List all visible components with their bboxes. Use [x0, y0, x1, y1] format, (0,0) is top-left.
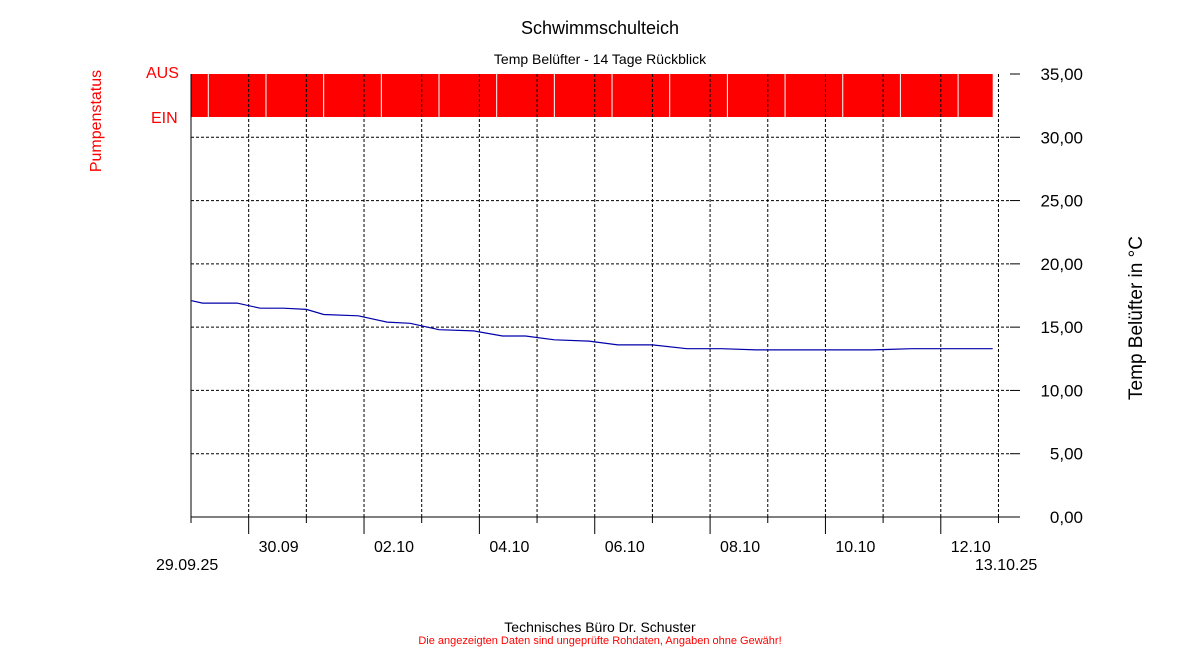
- series-lines: [190, 300, 993, 351]
- temperature-series-line: [190, 300, 993, 351]
- x-tick-label: 12.10: [951, 539, 991, 556]
- tick-marks: [190, 73, 1020, 534]
- x-tick-label: 04.10: [489, 539, 529, 556]
- y-tick-label: 20,00: [1040, 255, 1083, 274]
- y-tick-label: 15,00: [1040, 318, 1083, 337]
- x-tick-label: 06.10: [605, 539, 645, 556]
- chart-subtitle: Temp Belüfter - 14 Tage Rückblick: [493, 51, 707, 67]
- y-tick-label: 25,00: [1040, 192, 1083, 211]
- x-start-date-label: 29.09.25: [156, 557, 219, 574]
- chart-grid: [191, 74, 1010, 517]
- pump-status-on-label: EIN: [151, 110, 178, 127]
- y-tick-label: 5,00: [1050, 445, 1083, 464]
- x-tick-label: 02.10: [374, 539, 414, 556]
- pump-status-bar: [191, 74, 993, 117]
- y-tick-label: 35,00: [1040, 65, 1083, 84]
- footer-company: Technisches Büro Dr. Schuster: [504, 619, 696, 635]
- x-tick-label: 30.09: [259, 539, 299, 556]
- x-end-date-label: 13.10.25: [975, 557, 1038, 574]
- chart-axes: [190, 74, 1010, 518]
- pump-status-axis-label: Pumpenstatus: [88, 69, 105, 173]
- pump-status-band: [191, 74, 993, 117]
- tick-labels: 0,00 5,00 10,00 15,00 20,00 25,00 30,00 35,00 30…: [259, 65, 1083, 556]
- pump-status-off-label: AUS: [146, 65, 179, 82]
- y-tick-label: 0,00: [1050, 508, 1083, 527]
- footer-disclaimer: Die angezeigten Daten sind ungeprüfte Ro…: [418, 635, 782, 647]
- x-tick-label: 08.10: [720, 539, 760, 556]
- y-tick-label: 30,00: [1040, 128, 1083, 147]
- x-tick-label: 10.10: [835, 539, 875, 556]
- y-axis-label: Temp Belüfter in °C: [1126, 236, 1147, 400]
- y-tick-label: 10,00: [1040, 381, 1083, 400]
- chart-title: Schwimmschulteich: [520, 18, 680, 38]
